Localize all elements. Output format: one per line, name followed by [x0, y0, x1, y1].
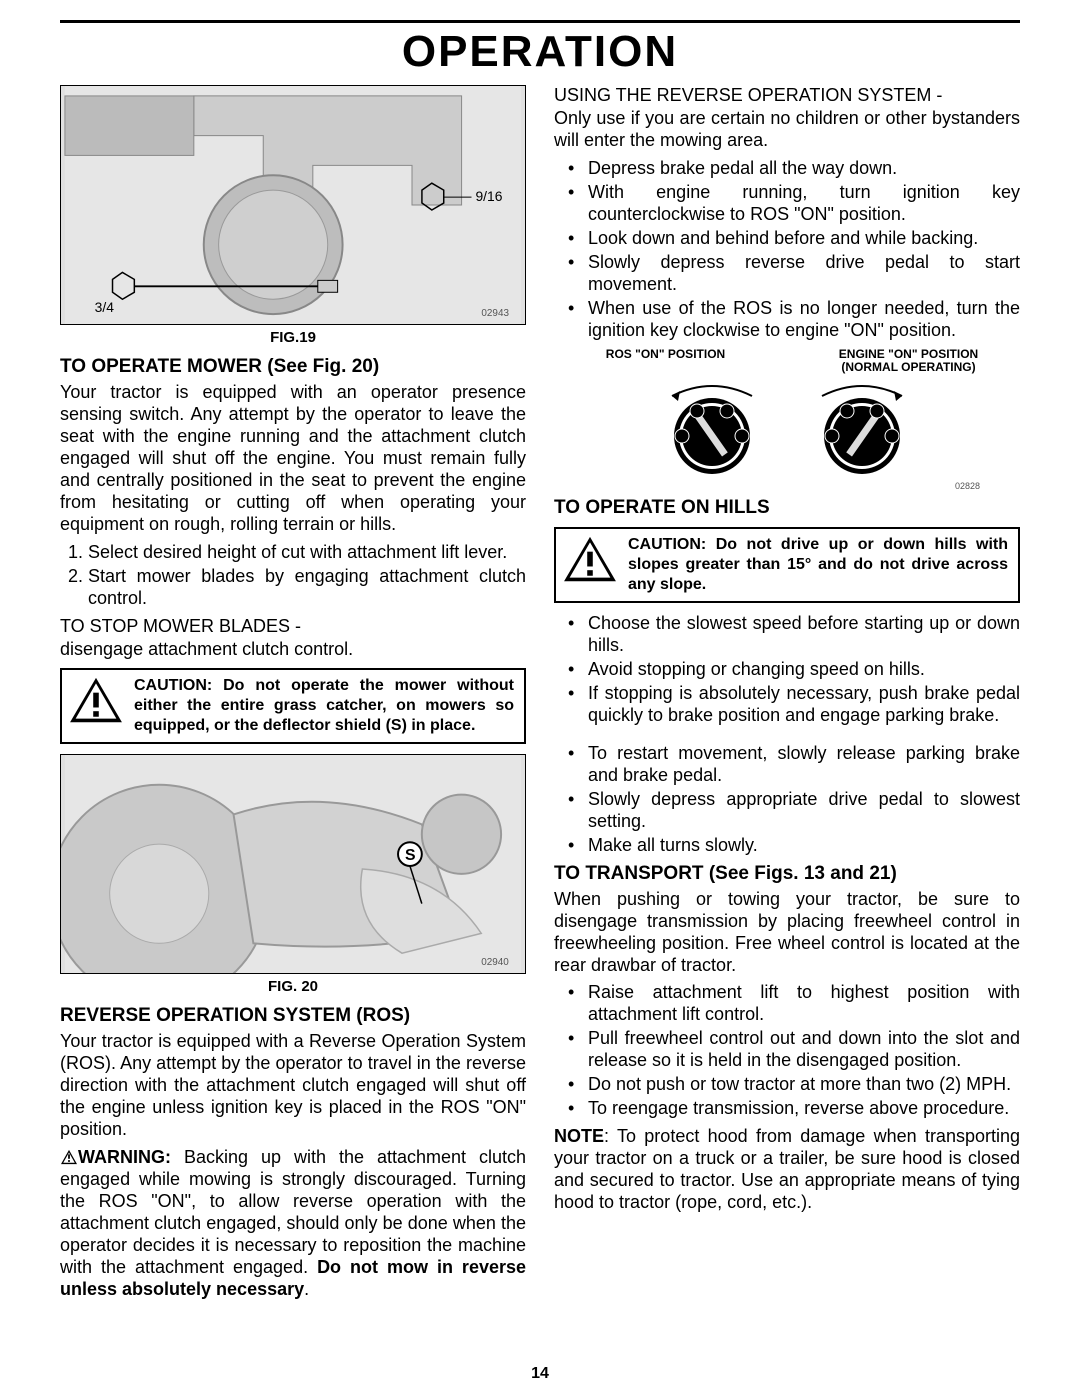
figure-20: S 02940 — [60, 754, 526, 974]
caution-hills-text: CAUTION: Do not drive up or down hills w… — [628, 535, 1008, 595]
warning-triangle-icon — [60, 1147, 78, 1167]
fig19-caption: FIG.19 — [60, 329, 526, 346]
operate-mower-steps: Select desired height of cut with attach… — [60, 542, 526, 610]
caution-mower-text: CAUTION: Do not operate the mower withou… — [134, 676, 514, 736]
figure-19: 9/16 3/4 02943 — [60, 85, 526, 325]
tb2: Pull freewheel control out and down into… — [554, 1028, 1020, 1072]
caution-box-mower: CAUTION: Do not operate the mower withou… — [60, 668, 526, 744]
caution-box-hills: CAUTION: Do not drive up or down hills w… — [554, 527, 1020, 603]
ros-position-labels: ROS "ON" POSITION ENGINE "ON" POSITION (… — [554, 348, 1020, 376]
using-ros-bullets: Depress brake pedal all the way down. Wi… — [554, 158, 1020, 342]
note-text: : To protect hood from damage when trans… — [554, 1126, 1020, 1212]
step-1: Select desired height of cut with attach… — [88, 542, 526, 564]
warning-label: WARNING: — [78, 1147, 171, 1167]
hb4: To restart movement, slowly release park… — [554, 743, 1020, 787]
page-number: 14 — [0, 1365, 1080, 1383]
svg-text:S: S — [405, 848, 416, 865]
operate-mower-para: Your tractor is equipped with an operato… — [60, 382, 526, 536]
hills-heading: TO OPERATE ON HILLS — [554, 497, 1020, 519]
hb1: Choose the slowest speed before starting… — [554, 613, 1020, 657]
warning-triangle-icon — [68, 676, 124, 731]
ros-dial-icon — [652, 381, 772, 477]
using-ros-para: Only use if you are certain no children … — [554, 108, 1020, 152]
transport-para: When pushing or towing your tractor, be … — [554, 889, 1020, 977]
right-column: USING THE REVERSE OPERATION SYSTEM - Onl… — [554, 85, 1020, 1307]
warning-triangle-icon — [562, 535, 618, 590]
using-ros-lead: USING THE REVERSE OPERATION SYSTEM - — [554, 85, 1020, 106]
engine-on-label: ENGINE "ON" POSITION (NORMAL OPERATING) — [797, 348, 1020, 376]
hills-bullets-1: Choose the slowest speed before starting… — [554, 613, 1020, 727]
fig20-caption: FIG. 20 — [60, 978, 526, 995]
svg-text:02943: 02943 — [481, 308, 509, 319]
stop-blades-heading: TO STOP MOWER BLADES - — [60, 616, 526, 637]
ros-b5: When use of the ROS is no longer needed,… — [554, 298, 1020, 342]
tb4: To reengage transmission, reverse above … — [554, 1098, 1020, 1120]
ros-dials — [554, 381, 1020, 477]
ros-b4: Slowly depress reverse drive pedal to st… — [554, 252, 1020, 296]
tb3: Do not push or tow tractor at more than … — [554, 1074, 1020, 1096]
ros-b3: Look down and behind before and while ba… — [554, 228, 1020, 250]
ros-heading: REVERSE OPERATION SYSTEM (ROS) — [60, 1005, 526, 1027]
note-label: NOTE — [554, 1126, 604, 1146]
stop-blades-para: disengage attachment clutch control. — [60, 639, 526, 661]
ros-warning: WARNING: Backing up with the attachment … — [60, 1147, 526, 1301]
dial-code: 02828 — [554, 481, 1020, 491]
two-column-layout: 9/16 3/4 02943 FIG.19 TO OPERATE MOWER (… — [60, 85, 1020, 1307]
transport-bullets: Raise attachment lift to highest positio… — [554, 982, 1020, 1120]
top-rule — [60, 20, 1020, 23]
svg-text:9/16: 9/16 — [475, 188, 502, 204]
step-2: Start mower blades by engaging attachmen… — [88, 566, 526, 610]
operate-mower-heading: TO OPERATE MOWER (See Fig. 20) — [60, 356, 526, 378]
transport-heading: TO TRANSPORT (See Figs. 13 and 21) — [554, 863, 1020, 885]
transport-note: NOTE: To protect hood from damage when t… — [554, 1126, 1020, 1214]
hb5: Slowly depress appropriate drive pedal t… — [554, 789, 1020, 833]
hb6: Make all turns slowly. — [554, 835, 1020, 857]
page-title: OPERATION — [60, 27, 1020, 77]
ros-b1: Depress brake pedal all the way down. — [554, 158, 1020, 180]
ros-b2: With engine running, turn ignition key c… — [554, 182, 1020, 226]
hb2: Avoid stopping or changing speed on hill… — [554, 659, 1020, 681]
hb3: If stopping is absolutely necessary, pus… — [554, 683, 1020, 727]
svg-text:02940: 02940 — [481, 958, 509, 969]
tb1: Raise attachment lift to highest positio… — [554, 982, 1020, 1026]
svg-text:3/4: 3/4 — [95, 299, 115, 315]
ros-para: Your tractor is equipped with a Reverse … — [60, 1031, 526, 1141]
hills-bullets-2: To restart movement, slowly release park… — [554, 743, 1020, 857]
engine-dial-icon — [802, 381, 922, 477]
left-column: 9/16 3/4 02943 FIG.19 TO OPERATE MOWER (… — [60, 85, 526, 1307]
ros-on-label: ROS "ON" POSITION — [554, 348, 777, 376]
